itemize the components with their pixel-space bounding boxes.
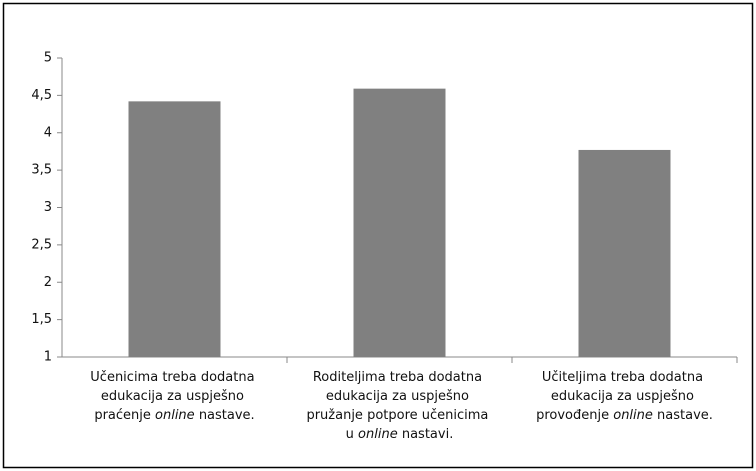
y-tick-label: 1 xyxy=(44,350,52,365)
y-tick-label: 5 xyxy=(44,51,52,66)
x-tick-label: Učiteljima treba dodatna edukacija za us… xyxy=(536,370,713,423)
bar xyxy=(353,88,446,358)
y-tick-label: 2,5 xyxy=(31,237,52,252)
bar xyxy=(578,149,671,357)
bar xyxy=(128,101,221,357)
y-tick-label: 4 xyxy=(44,125,52,140)
y-tick-label: 1,5 xyxy=(31,312,52,327)
y-tick-label: 2 xyxy=(44,275,52,290)
y-tick-label: 3,5 xyxy=(31,163,52,178)
y-tick-label: 3 xyxy=(44,200,52,215)
x-tick-label: Roditeljima treba dodatna edukacija za u… xyxy=(306,370,492,442)
x-tick-label: Učenicima treba dodatna edukacija za usp… xyxy=(90,370,258,423)
y-tick-label: 4,5 xyxy=(31,88,52,103)
